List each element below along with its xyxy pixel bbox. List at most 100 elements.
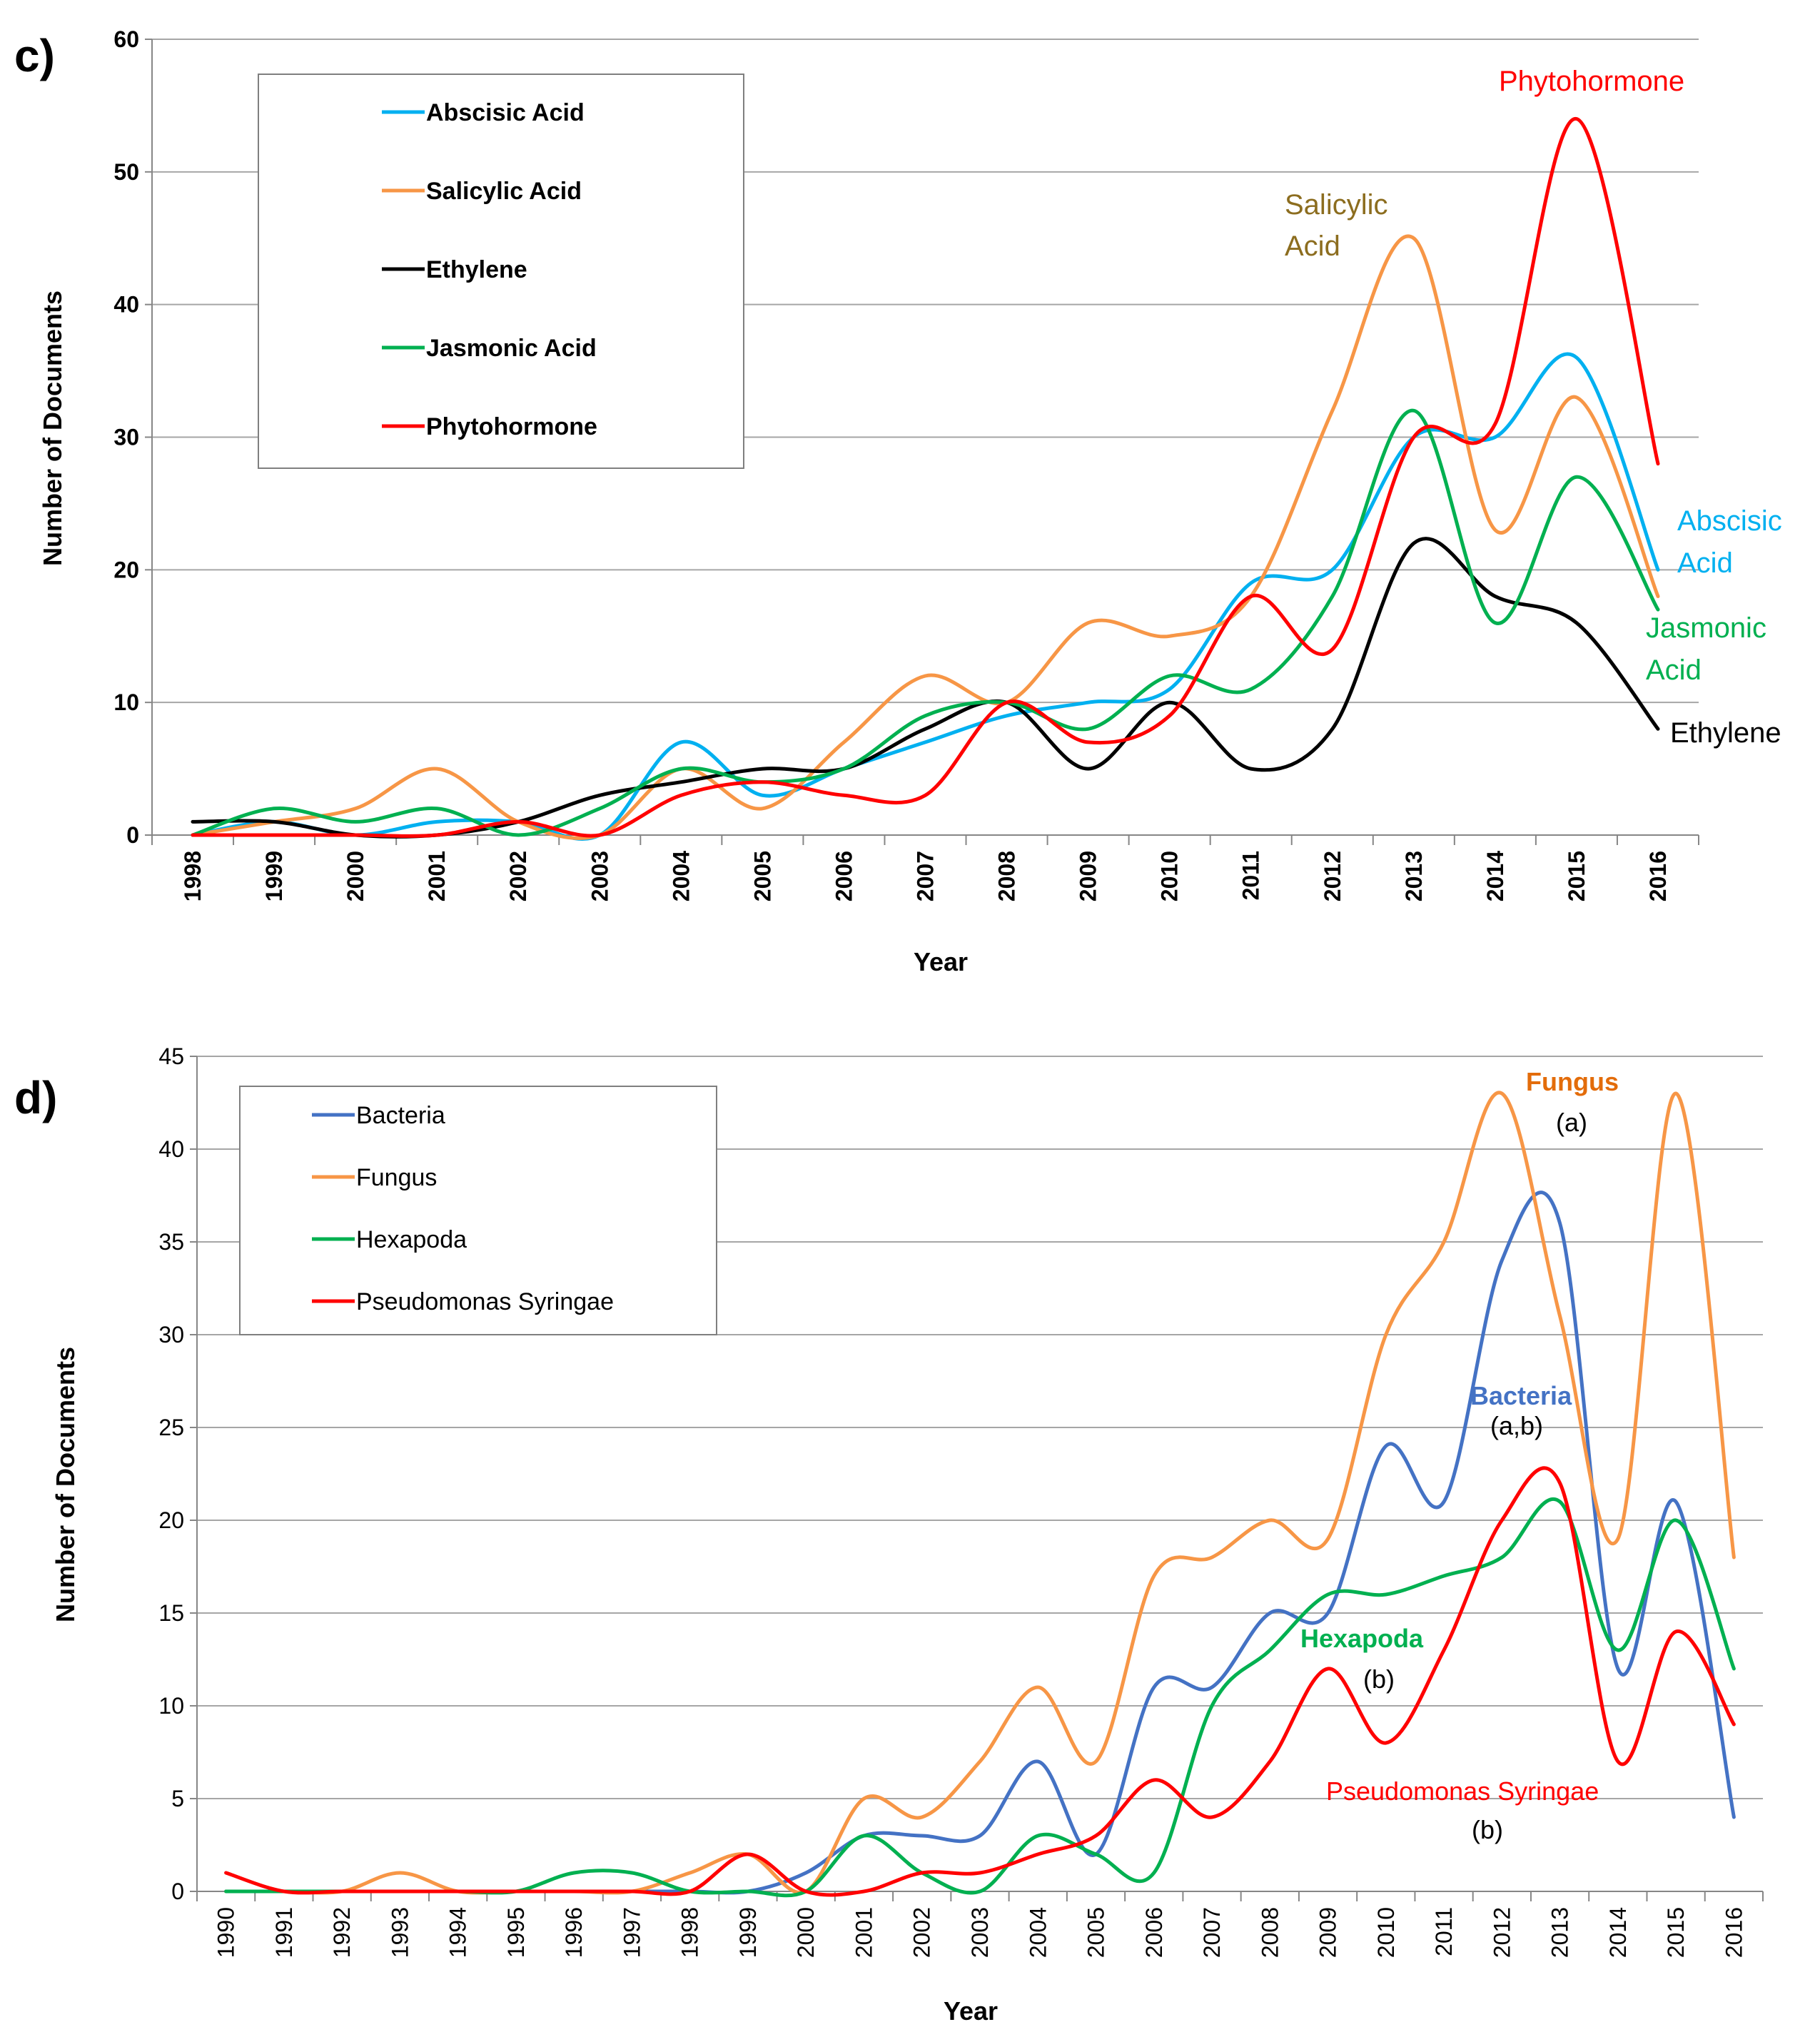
x-tick-label: 2003 bbox=[587, 851, 612, 901]
y-tick-label: 60 bbox=[113, 26, 139, 52]
legend-label-ethylene: Ethylene bbox=[426, 256, 527, 283]
annotation-jasmonic-acid-line1: Jasmonic bbox=[1646, 612, 1766, 644]
y-tick-label: 50 bbox=[113, 159, 139, 185]
y-tick-label: 45 bbox=[158, 1043, 184, 1069]
y-axis-title-c: Number of Documents bbox=[38, 290, 67, 566]
x-tick-label: 2006 bbox=[1141, 1907, 1167, 1958]
x-tick-label: 1997 bbox=[619, 1907, 644, 1958]
legend-d: Bacteria Fungus Hexapoda Pseudomonas Syring… bbox=[239, 1086, 717, 1335]
series-lines-d bbox=[224, 1091, 1736, 1898]
legend-label-salicylic-acid: Salicylic Acid bbox=[426, 178, 582, 205]
x-tick-label: 2013 bbox=[1547, 1907, 1573, 1958]
x-tick-label: 2016 bbox=[1645, 851, 1671, 901]
annotation-hexapoda-sub: (b) bbox=[1363, 1664, 1395, 1694]
x-tick-label: 2008 bbox=[1257, 1907, 1283, 1958]
x-tick-label: 2007 bbox=[913, 851, 939, 901]
x-tick-label: 1992 bbox=[329, 1907, 355, 1958]
annotation-bacteria-sub: (a,b) bbox=[1490, 1411, 1543, 1440]
x-tick-label: 2016 bbox=[1721, 1907, 1746, 1958]
y-tick-label: 5 bbox=[171, 1786, 184, 1811]
legend-box-c bbox=[258, 74, 744, 469]
x-tick-label: 2003 bbox=[967, 1907, 993, 1958]
annotation-fungus-sub: (a) bbox=[1556, 1108, 1587, 1137]
y-tick-label: 0 bbox=[171, 1879, 184, 1904]
y-tick-label: 20 bbox=[158, 1507, 184, 1533]
annotation-ethylene: Ethylene bbox=[1670, 717, 1781, 749]
x-tick-label: 2001 bbox=[851, 1907, 876, 1958]
x-tick-label: 2000 bbox=[343, 851, 368, 901]
chart-panel-c: c) 0 10 20 30 40 50 60 1998 1999 2000 2001 2002 200… bbox=[14, 26, 1782, 976]
annotation-hexapoda: Hexapoda bbox=[1300, 1624, 1424, 1653]
x-tick-label: 2002 bbox=[505, 851, 531, 901]
x-tick-label: 2014 bbox=[1482, 851, 1508, 901]
y-tick-label: 0 bbox=[126, 822, 139, 848]
legend-label-jasmonic-acid: Jasmonic Acid bbox=[426, 335, 597, 362]
x-axis-title-c: Year bbox=[914, 947, 968, 976]
x-axis-title-d: Year bbox=[944, 1996, 998, 2026]
annotation-abscisic-acid-line1: Abscisic bbox=[1677, 505, 1782, 537]
panel-label-c: c) bbox=[14, 30, 55, 81]
x-tick-label: 2001 bbox=[424, 851, 450, 901]
y-tick-label: 25 bbox=[158, 1415, 184, 1440]
legend-label-bacteria: Bacteria bbox=[356, 1102, 445, 1129]
series-line-jasmonic-acid bbox=[191, 408, 1660, 837]
x-tick-label: 2004 bbox=[668, 851, 694, 901]
x-tick-label: 2014 bbox=[1605, 1907, 1631, 1958]
x-tick-label: 2013 bbox=[1401, 851, 1427, 901]
annotation-abscisic-acid-line2: Acid bbox=[1677, 547, 1733, 579]
x-tick-label: 2009 bbox=[1076, 851, 1101, 901]
series-lines-c bbox=[191, 117, 1660, 841]
x-tick-label: 1990 bbox=[213, 1907, 239, 1958]
x-tick-label: 2000 bbox=[793, 1907, 819, 1958]
x-tick-label: 2015 bbox=[1564, 851, 1589, 901]
x-tick-label: 1996 bbox=[561, 1907, 587, 1958]
x-tick-label: 1999 bbox=[261, 851, 287, 901]
series-line-salicylic-acid bbox=[191, 234, 1660, 841]
x-tick-label: 2006 bbox=[831, 851, 856, 901]
annotation-phytohormone: Phytohormone bbox=[1499, 66, 1684, 97]
annotations-d: Fungus (a) Bacteria (a,b) Hexapoda (b) P… bbox=[1300, 1067, 1619, 1844]
x-ticks-d: 1990 1991 1992 1993 1994 1995 1996 1997 1998 1999… bbox=[213, 1907, 1747, 1958]
x-tick-label: 1999 bbox=[735, 1907, 761, 1958]
legend-label-pseudomonas-syringae: Pseudomonas Syringae bbox=[356, 1288, 614, 1315]
legend-label-abscisic-acid: Abscisic Acid bbox=[426, 99, 585, 126]
y-tick-label: 40 bbox=[113, 292, 139, 318]
x-tick-label: 1998 bbox=[180, 851, 206, 901]
x-tick-label: 2011 bbox=[1238, 851, 1264, 900]
x-tick-label: 1994 bbox=[445, 1907, 471, 1958]
y-ticks-c: 0 10 20 30 40 50 60 bbox=[113, 26, 139, 848]
x-tick-label: 2012 bbox=[1489, 1907, 1515, 1958]
series-line-phytohormone bbox=[191, 117, 1660, 838]
y-tick-label: 40 bbox=[158, 1136, 184, 1162]
x-tick-label: 2010 bbox=[1157, 851, 1183, 901]
legend-items-c: Abscisic Acid Salicylic Acid Ethylene Jasmo… bbox=[382, 99, 597, 440]
x-tick-label: 2008 bbox=[994, 851, 1020, 901]
y-axis-title-d: Number of Documents bbox=[51, 1347, 80, 1622]
annotation-fungus: Fungus bbox=[1526, 1067, 1619, 1096]
legend-label-fungus: Fungus bbox=[356, 1164, 437, 1191]
x-tick-label: 2004 bbox=[1025, 1907, 1051, 1958]
panel-label-d: d) bbox=[14, 1072, 57, 1123]
annotation-bacteria: Bacteria bbox=[1470, 1381, 1572, 1410]
y-tick-label: 30 bbox=[158, 1322, 184, 1348]
legend-label-phytohormone: Phytohormone bbox=[426, 413, 597, 440]
x-tick-label: 2002 bbox=[909, 1907, 935, 1958]
x-tick-label: 1993 bbox=[387, 1907, 413, 1958]
x-tick-label: 2015 bbox=[1663, 1907, 1689, 1958]
x-tick-label: 2009 bbox=[1315, 1907, 1341, 1958]
legend-items-d: Bacteria Fungus Hexapoda Pseudomonas Syring… bbox=[312, 1102, 614, 1315]
annotation-salicylic-acid-line2: Acid bbox=[1285, 231, 1340, 262]
annotation-pseudomonas-syringae: Pseudomonas Syringae bbox=[1326, 1776, 1599, 1806]
x-tick-label: 2005 bbox=[749, 851, 775, 901]
y-tick-label: 10 bbox=[158, 1693, 184, 1719]
series-line-ethylene bbox=[191, 537, 1660, 839]
x-ticks-c: 1998 1999 2000 2001 2002 2003 2004 2005 2006 2007… bbox=[180, 851, 1671, 901]
y-tick-label: 30 bbox=[113, 425, 139, 450]
annotation-jasmonic-acid-line2: Acid bbox=[1646, 654, 1702, 686]
annotation-pseudomonas-syringae-sub: (b) bbox=[1472, 1815, 1503, 1844]
legend-label-hexapoda: Hexapoda bbox=[356, 1226, 467, 1253]
y-tick-label: 20 bbox=[113, 557, 139, 582]
legend-c: Abscisic Acid Salicylic Acid Ethylene Jasmo… bbox=[258, 74, 744, 469]
